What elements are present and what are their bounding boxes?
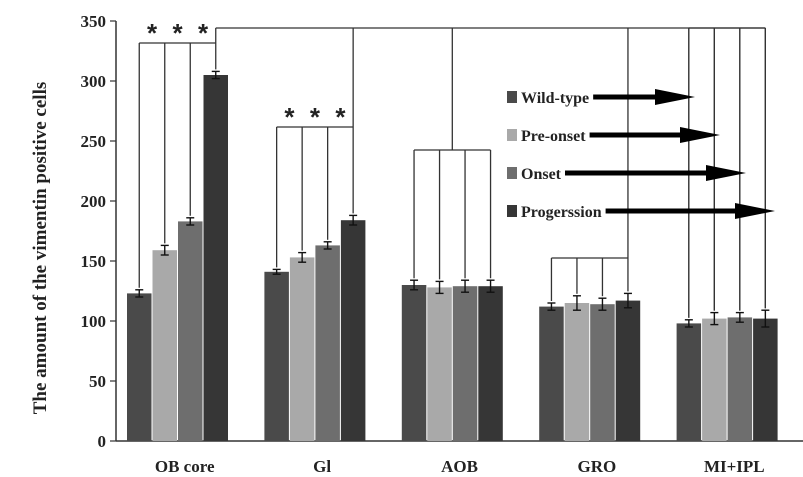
legend-item-pre-onset: Pre-onset [507, 127, 720, 145]
bar-pre-onset-gl [289, 257, 315, 441]
error-bar-pre-onset-ob-core [160, 244, 169, 256]
error-bar-wild-type-gro [547, 302, 556, 311]
significance-star-ob-core-1: * [172, 18, 183, 48]
error-bar-pre-onset-aob [435, 280, 444, 295]
error-bar-pre-onset-gl [298, 251, 307, 263]
bar-pre-onset-mi-ipl [702, 318, 727, 441]
error-bar-pre-onset-gro [572, 295, 581, 311]
bars [127, 70, 778, 441]
error-bar-progerssion-aob [486, 279, 495, 293]
x-tick-label-aob: AOB [441, 457, 478, 476]
error-bar-progerssion-gl [349, 214, 358, 226]
error-bar-onset-aob [461, 279, 470, 293]
y-tick-label-150: 150 [81, 252, 107, 271]
y-tick-label-250: 250 [81, 132, 107, 151]
x-tick-label-mi-ipl: MI+IPL [704, 457, 765, 476]
bar-progerssion-gro [615, 300, 641, 441]
y-tick-label-200: 200 [81, 192, 107, 211]
y-axis-ticks: 0 50 100 150 200 250 300 350 [81, 12, 116, 451]
x-axis-ticks: OB core Gl AOB GRO MI+IPL [155, 457, 765, 476]
bar-onset-mi-ipl [727, 317, 753, 441]
bar-wild-type-mi-ipl [676, 323, 702, 441]
error-bar-wild-type-mi-ipl [684, 319, 693, 328]
y-tick-label-50: 50 [89, 372, 106, 391]
bar-progerssion-mi-ipl [753, 318, 778, 441]
legend-arrow-wild-type [593, 89, 695, 105]
error-bar-wild-type-gl [272, 268, 281, 275]
significance-star-ob-core-2: * [198, 18, 209, 48]
error-bar-pre-onset-mi-ipl [710, 311, 719, 326]
bar-wild-type-gro [539, 306, 564, 441]
y-tick-label-0: 0 [98, 432, 107, 451]
legend-swatch-wild-type [507, 91, 517, 103]
error-bar-progerssion-ob-core [211, 70, 220, 80]
error-bar-onset-gro [598, 297, 607, 311]
bar-onset-aob [452, 286, 478, 441]
error-bar-progerssion-gro [623, 292, 632, 309]
y-axis-label: The amount of the vimentin positive cell… [30, 82, 51, 415]
legend-arrow-onset [565, 165, 746, 181]
legend-arrow-pre-onset [589, 127, 720, 143]
legend-item-onset: Onset [507, 165, 746, 183]
bar-progerssion-gl [340, 220, 366, 441]
legend-arrow-progerssion [605, 203, 775, 219]
bar-wild-type-aob [401, 285, 427, 441]
x-tick-label-ob-core: OB core [155, 457, 215, 476]
bar-onset-gro [590, 304, 615, 441]
legend-item-progerssion: Progerssion [507, 203, 775, 221]
bracket-gro [550, 257, 629, 301]
legend-label-progerssion: Progerssion [521, 204, 602, 221]
bracket-gl [275, 126, 354, 268]
legend-label-pre-onset: Pre-onset [521, 128, 586, 145]
legend-label-wild-type: Wild-type [521, 90, 589, 107]
error-bar-progerssion-mi-ipl [761, 309, 770, 328]
bar-pre-onset-ob-core [152, 250, 177, 441]
significance-star-gl-0: * [284, 102, 295, 132]
legend-swatch-pre-onset [507, 129, 517, 141]
bar-wild-type-ob-core [127, 293, 152, 441]
bar-onset-ob-core [178, 221, 203, 441]
error-bar-onset-mi-ipl [735, 311, 744, 323]
legend-label-onset: Onset [521, 166, 562, 183]
legend: Wild-type Pre-onset Onset Progerssion [507, 89, 775, 221]
error-bar-onset-gl [323, 241, 332, 250]
comparison-brackets: * * * * * * [138, 18, 766, 318]
significance-star-gl-2: * [335, 102, 346, 132]
error-bar-wild-type-aob [410, 279, 419, 291]
bar-onset-gl [315, 245, 340, 441]
error-bar-onset-ob-core [186, 217, 195, 226]
legend-swatch-onset [507, 167, 517, 179]
x-tick-label-gl: Gl [313, 457, 331, 476]
bar-progerssion-ob-core [203, 75, 228, 441]
significance-star-gl-1: * [310, 102, 321, 132]
x-tick-label-gro: GRO [578, 457, 617, 476]
y-tick-label-350: 350 [81, 12, 107, 31]
bar-wild-type-gl [264, 271, 289, 441]
bar-pre-onset-aob [427, 287, 452, 441]
legend-item-wild-type: Wild-type [507, 89, 695, 107]
significance-star-ob-core-0: * [147, 18, 158, 48]
bracket-ob-core [138, 42, 217, 288]
y-tick-label-100: 100 [81, 312, 107, 331]
error-bar-wild-type-ob-core [135, 289, 144, 298]
legend-swatch-progerssion [507, 205, 517, 217]
bar-pre-onset-gro [564, 303, 590, 441]
bracket-aob [413, 149, 492, 280]
bar-progerssion-aob [478, 286, 503, 441]
y-tick-label-300: 300 [81, 72, 107, 91]
